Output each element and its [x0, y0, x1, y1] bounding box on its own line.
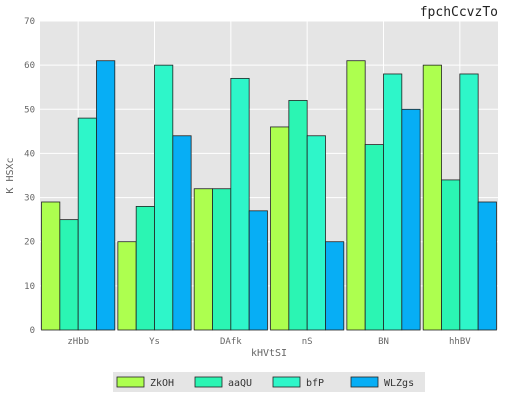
bar-ZkOH-hhBV [422, 64, 442, 331]
legend-box [113, 372, 425, 392]
legend-label-aaQU: aaQU [228, 378, 252, 389]
bar-ZkOH-zHbb [41, 201, 61, 331]
bar-aaQU-zHbb [59, 219, 79, 331]
legend: ZkOH aaQU bfP WLZgs [113, 372, 425, 392]
legend-swatch-aaQU [194, 376, 223, 388]
legend-swatch-WLZgs [350, 376, 379, 388]
bar-ZkOH-Ys [117, 241, 137, 331]
x-tick-label: nS [302, 337, 313, 347]
chart-title: fpchCcvzTo [420, 5, 498, 20]
bar-WLZgs-DAfk [248, 210, 268, 331]
y-tick-label: 60 [24, 61, 35, 71]
bar-WLZgs-BN [401, 108, 421, 331]
y-tick-label: 0 [30, 326, 35, 336]
x-tick-label: BN [378, 337, 389, 347]
bar-bfP-DAfk [230, 77, 250, 331]
y-tick-label: 70 [24, 17, 35, 27]
bar-WLZgs-hhBV [477, 201, 497, 331]
bar-aaQU-BN [364, 144, 384, 331]
y-tick-label: 40 [24, 149, 35, 159]
bar-ZkOH-nS [270, 126, 290, 331]
bar-bfP-BN [383, 73, 403, 331]
x-tick-label: DAfk [220, 337, 242, 347]
y-tick-label: 30 [24, 194, 35, 204]
bar-bfP-nS [306, 135, 326, 331]
bar-aaQU-Ys [135, 205, 155, 331]
legend-label-ZkOH: ZkOH [150, 378, 174, 389]
bar-bfP-Ys [154, 64, 174, 331]
x-tick-label: hhBV [449, 337, 471, 347]
y-tick-label: 20 [24, 238, 35, 248]
legend-swatch-bfP [272, 376, 301, 388]
x-tick-label: zHbb [67, 337, 89, 347]
bars [41, 60, 497, 331]
x-tick-label: Ys [149, 337, 160, 347]
bar-WLZgs-Ys [172, 135, 192, 331]
bar-ZkOH-DAfk [193, 188, 213, 331]
y-tick-label: 10 [24, 282, 35, 292]
x-axis-label: kHVtSI [251, 348, 287, 359]
bar-aaQU-nS [288, 100, 308, 331]
legend-label-bfP: bfP [306, 378, 324, 389]
bar-bfP-hhBV [459, 73, 479, 331]
legend-swatch-ZkOH [116, 376, 145, 388]
bar-WLZgs-nS [325, 241, 345, 331]
bar-aaQU-hhBV [441, 179, 461, 331]
axes: 0 10 20 30 40 50 60 70 zHbb Ys DAfk nS BN hhBV [24, 17, 471, 347]
bar-WLZgs-zHbb [96, 60, 116, 331]
bar-aaQU-DAfk [212, 188, 232, 331]
y-axis-label: K HSXc [5, 157, 16, 193]
y-tick-label: 50 [24, 105, 35, 115]
plot-area [40, 21, 498, 330]
legend-label-WLZgs: WLZgs [384, 378, 414, 389]
bar-ZkOH-BN [346, 60, 366, 331]
bar-bfP-zHbb [77, 117, 97, 331]
